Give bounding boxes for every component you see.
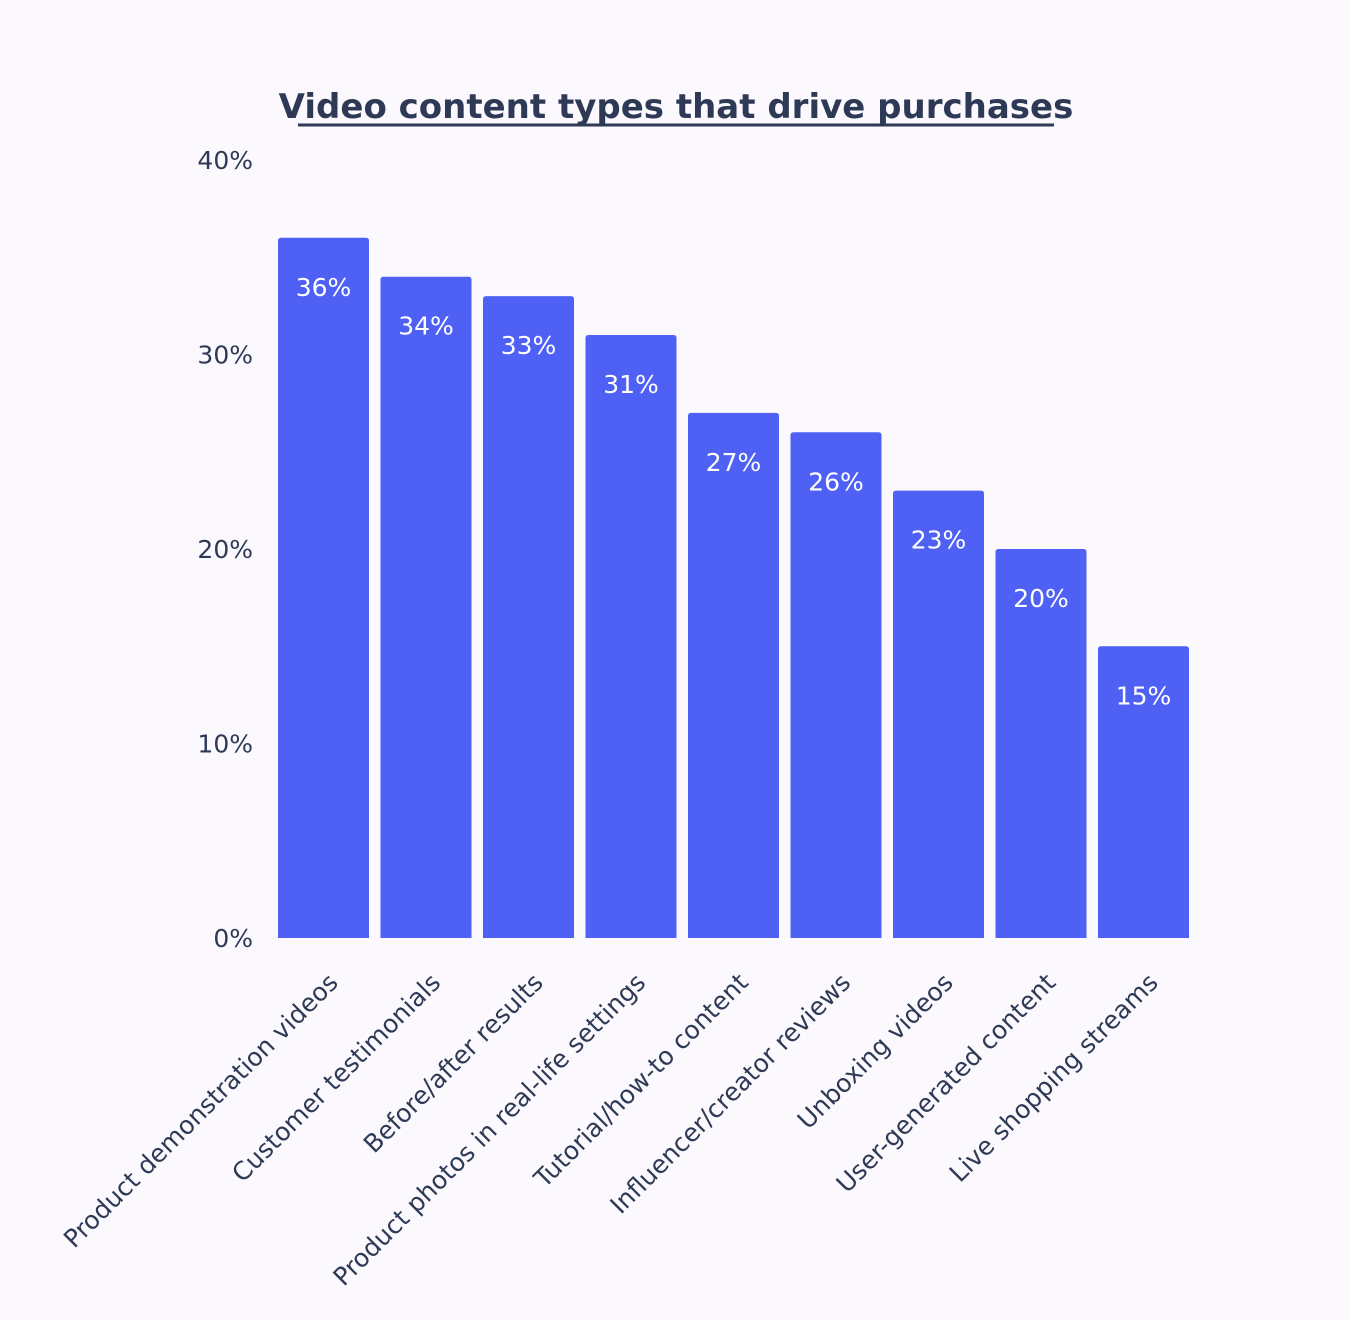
bar-value-label: 34% [398,312,454,341]
y-tick-label: 0% [213,924,253,953]
bar [483,296,574,938]
bar [380,276,472,938]
x-tick-label: Customer testimonials [226,968,446,1188]
y-axis: 0% 10% 20% 30% 40% [197,146,253,953]
bar [893,490,984,938]
bar-value-label: 23% [911,526,967,555]
bar [995,549,1087,938]
bar [585,335,677,938]
bar [1098,646,1189,938]
bar-value-label: 20% [1013,584,1069,613]
bar [688,412,779,939]
x-tick-label: Tutorial/how-to content [528,968,754,1194]
bar-value-label: 27% [706,448,762,477]
bar [790,432,882,938]
bars [278,237,1189,939]
bar-value-label: 26% [808,467,864,496]
y-tick-label: 30% [197,341,253,370]
value-labels: 36% 34% 33% 31% 27% 26% 23% 20% 15% [296,273,1172,710]
bar [278,237,369,939]
x-tick-label: Live shopping streams [944,968,1164,1188]
y-tick-label: 40% [197,146,253,175]
bar-value-label: 33% [501,331,557,360]
y-tick-label: 20% [197,535,253,564]
x-tick-label: Before/after results [358,968,549,1159]
bar-value-label: 15% [1116,681,1172,710]
y-tick-label: 10% [197,730,253,759]
bar-value-label: 36% [296,273,352,302]
bar-value-label: 31% [603,370,659,399]
chart-title: Video content types that drive purchases [279,87,1074,127]
